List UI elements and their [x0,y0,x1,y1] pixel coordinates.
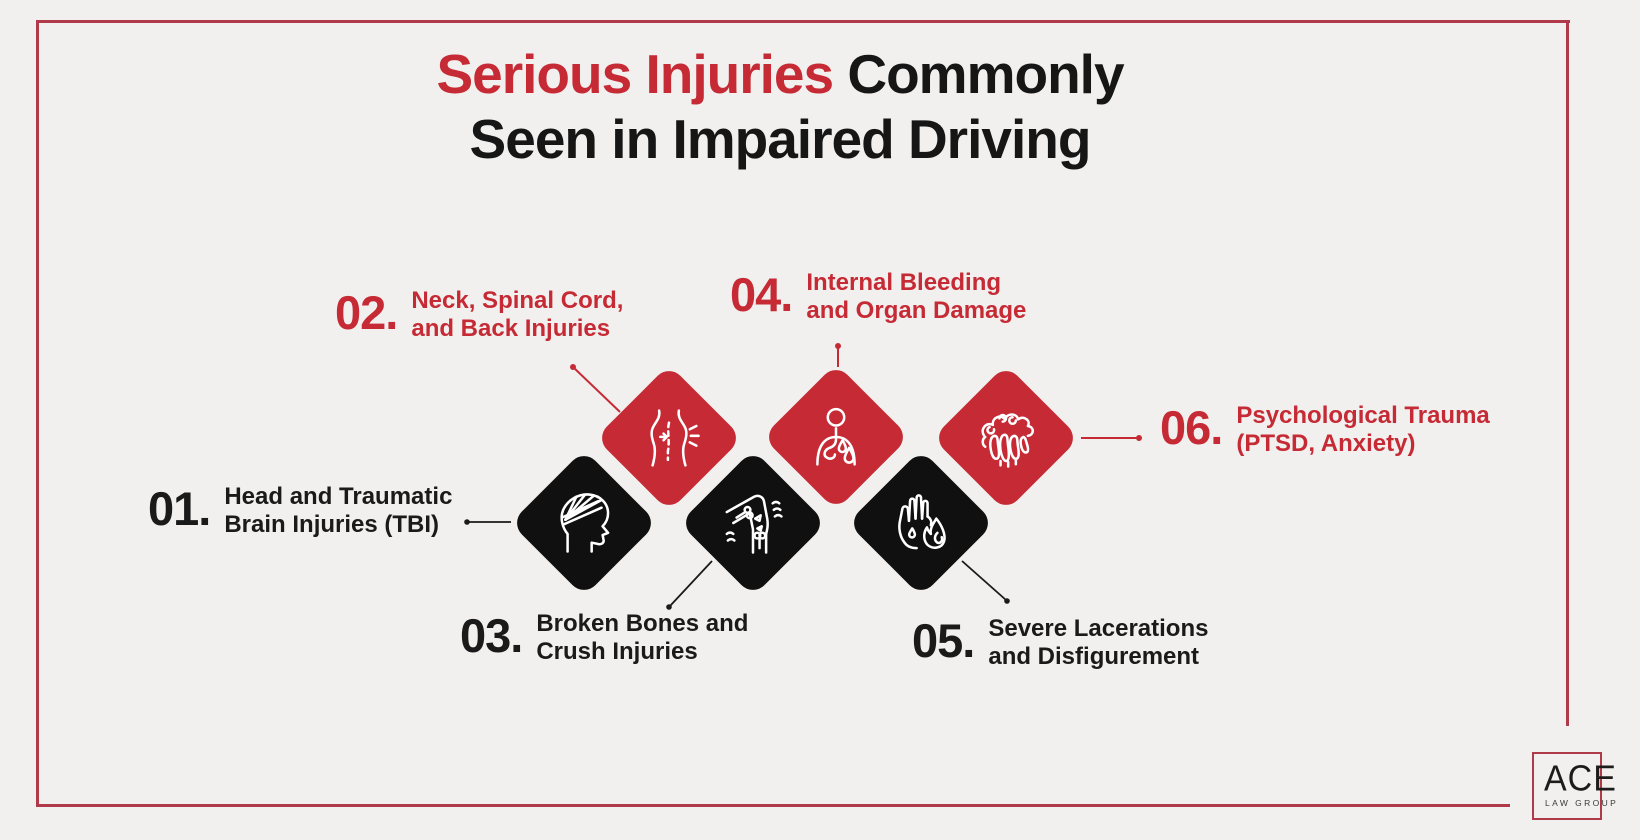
leader-dot-06 [1136,435,1142,441]
title-highlight: Serious Injuries [436,43,834,105]
callout-01-label: Head and Traumatic Brain Injuries (TBI) [224,483,453,538]
ace-law-group-logo: ACE LAW GROUP [1532,752,1616,820]
callout-02-number: 02. [335,286,398,339]
callout-03: 03. Broken Bones and Crush Injuries [460,610,748,665]
diamond-03-broken-bones [679,449,827,597]
callout-02: 02. Neck, Spinal Cord, and Back Injuries [335,287,623,342]
brain-scribble-icon [954,386,1058,490]
hand-flame-icon [869,471,973,575]
callout-04: 04. Internal Bleeding and Organ Damage [730,269,1026,324]
frame-border-left [36,20,39,807]
diamond-06-psychological-trauma [932,364,1080,512]
leader-dot-03 [666,604,672,610]
callout-05-number: 05. [912,614,975,667]
callout-01-number: 01. [148,482,211,535]
broken-bone-icon [701,471,805,575]
spine-back-icon [617,386,721,490]
callout-05: 05. Severe Lacerations and Disfigurement [912,615,1208,670]
title-line-1: Serious Injuries Commonly [0,42,1560,107]
diamond-05-lacerations [847,449,995,597]
leader-dot-05 [1004,598,1010,604]
logo-tagline: LAW GROUP [1545,798,1619,808]
leader-dot-02 [570,364,576,370]
diamond-04-internal-bleeding [762,363,910,511]
logo-name: ACE [1544,759,1617,799]
callout-02-label: Neck, Spinal Cord, and Back Injuries [411,287,624,342]
internal-organ-icon [784,385,888,489]
leader-dot-04 [835,343,841,349]
title-line-2: Seen in Impaired Driving [469,108,1092,170]
bandaged-head-icon [532,471,636,575]
callout-01: 01. Head and Traumatic Brain Injuries (T… [148,483,452,538]
callout-04-number: 04. [730,268,793,321]
callout-04-label: Internal Bleeding and Organ Damage [806,269,1027,324]
callout-03-number: 03. [460,609,523,662]
diamond-01-head-injuries [510,449,658,597]
callout-03-label: Broken Bones and Crush Injuries [536,610,749,665]
callout-06-number: 06. [1160,401,1223,454]
callout-06: 06. Psychological Trauma (PTSD, Anxiety) [1160,402,1490,457]
diamond-02-spinal-injuries [595,364,743,512]
leader-line-02 [572,366,621,413]
frame-border-right [1566,20,1569,726]
leader-dot-01 [464,519,470,525]
callout-05-label: Severe Lacerations and Disfigurement [988,615,1209,670]
frame-border-bottom [36,804,1510,807]
page-title: Serious Injuries Commonly Seen in Impair… [0,42,1560,172]
callout-06-label: Psychological Trauma (PTSD, Anxiety) [1236,402,1490,457]
title-rest: Commonly [833,43,1124,105]
frame-border-top [36,20,1570,23]
